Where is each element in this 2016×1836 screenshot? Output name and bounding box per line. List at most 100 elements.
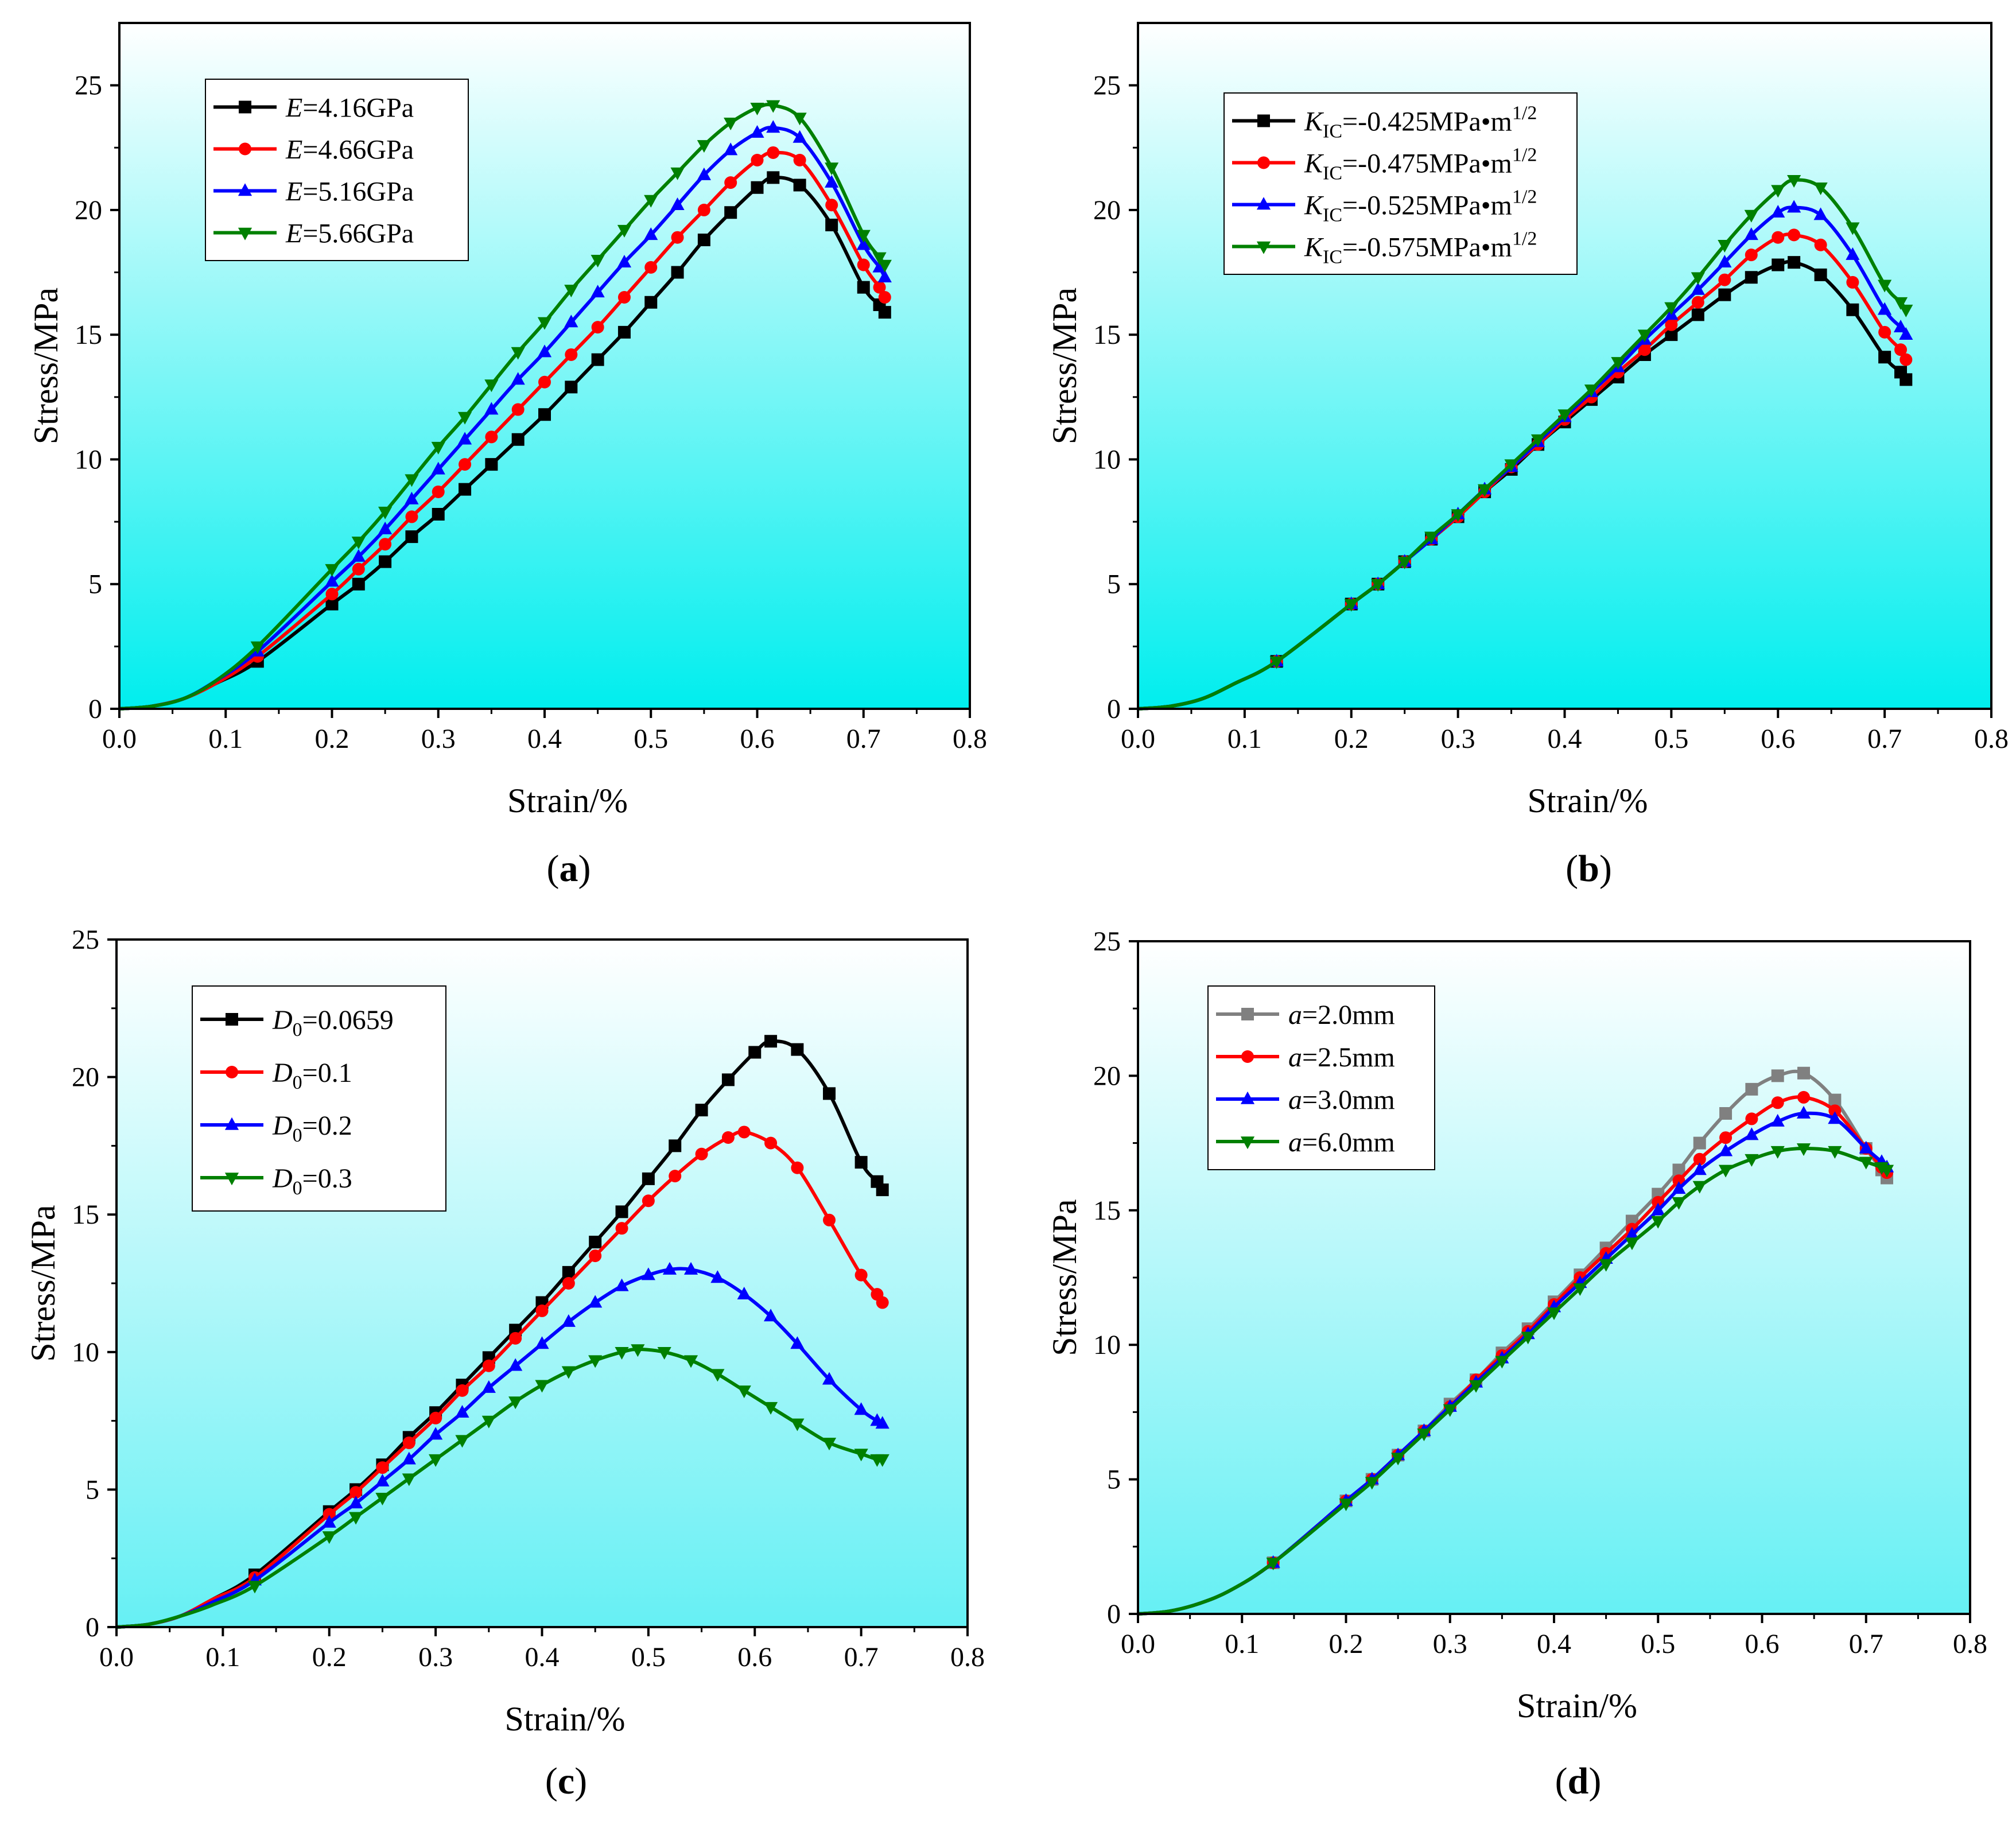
data-point: [823, 1213, 836, 1226]
legend-label-value: =3.0mm: [1302, 1085, 1395, 1115]
x-tick-label: 0.4: [1548, 724, 1582, 754]
series-line-4: [119, 103, 887, 711]
data-point: [1846, 303, 1859, 316]
data-point: [379, 555, 392, 568]
data-point: [250, 641, 265, 654]
data-point: [325, 564, 339, 577]
y-tick-label: 5: [88, 569, 102, 600]
chart-panel-b: 0.0 0.1 0.2 0.3 0.4 0.5 0.6 0.7 0.8 0 5 10 15 20 25 Str…: [1046, 22, 2009, 890]
y-tick-label: 10: [72, 1337, 99, 1368]
panel-label-open: (: [1555, 1760, 1568, 1802]
data-point: [325, 574, 339, 587]
data-point: [877, 259, 892, 273]
data-point: [670, 167, 685, 180]
data-point: [823, 1087, 836, 1100]
data-point: [459, 458, 472, 471]
data-point: [791, 1161, 804, 1174]
x-tick-label: 0.6: [737, 1642, 772, 1672]
data-point: [1879, 1165, 1894, 1178]
data-point: [876, 1183, 889, 1197]
data-point: [1495, 1356, 1509, 1369]
legend-item-1: E=4.16GPa: [213, 93, 414, 123]
data-point: [1599, 1259, 1613, 1272]
data-point: [1878, 280, 1892, 293]
x-tick-label: 0.6: [740, 724, 775, 754]
x-tick-label: 0.3: [1433, 1629, 1467, 1659]
series-line-4: [1137, 178, 1908, 711]
data-point: [352, 562, 365, 576]
y-tick-label: 0: [86, 1612, 99, 1643]
x-tick-label: 0.5: [1654, 724, 1688, 754]
data-point: [750, 125, 764, 138]
data-point: [764, 1136, 778, 1150]
x-tick-label: 0.8: [950, 1642, 985, 1672]
data-point: [481, 1415, 496, 1429]
data-point: [724, 118, 738, 131]
data-point: [1691, 282, 1705, 295]
data-point: [793, 112, 807, 126]
legend-label: KIC=-0.475MPa•m1/2: [1304, 145, 1537, 184]
legend-swatch-marker: [224, 1173, 239, 1186]
data-point: [1771, 185, 1785, 198]
data-point: [1787, 174, 1801, 188]
data-point: [1718, 288, 1731, 301]
data-point: [1813, 183, 1828, 195]
data-point: [1813, 207, 1828, 220]
data-point: [1651, 1202, 1665, 1216]
data-point: [697, 234, 710, 247]
legend-swatch-marker: [1241, 1008, 1254, 1020]
x-tick-label: 0.3: [418, 1642, 453, 1672]
data-point: [1846, 247, 1860, 260]
data-point: [1531, 434, 1545, 447]
y-axis-title: Stress/MPa: [1046, 1199, 1083, 1356]
legend-label-symbol: a: [1288, 1000, 1302, 1030]
legend-item-4: KIC=-0.575MPa•m1/2: [1232, 228, 1537, 268]
data-point: [669, 1139, 682, 1152]
data-point: [1664, 302, 1679, 315]
data-point: [857, 258, 870, 271]
legend-swatch-marker: [239, 142, 251, 156]
data-point: [562, 1277, 575, 1290]
data-point: [1787, 200, 1801, 213]
data-point: [697, 203, 710, 216]
data-point: [511, 433, 525, 446]
data-point: [791, 1043, 804, 1056]
data-point: [1693, 1152, 1706, 1166]
data-point: [1745, 249, 1758, 262]
data-point: [1878, 325, 1891, 339]
data-point: [670, 197, 685, 211]
data-point: [322, 1515, 336, 1528]
data-point: [1770, 1146, 1785, 1159]
data-point: [482, 1359, 495, 1372]
x-tick-label: 0.8: [1953, 1629, 1987, 1659]
data-point: [766, 120, 780, 133]
data-point: [511, 372, 525, 385]
data-point: [793, 154, 806, 166]
data-point: [1846, 222, 1860, 235]
data-point: [1672, 1197, 1686, 1210]
series-markers-2: [251, 146, 891, 663]
series-markers-3: [250, 120, 892, 657]
data-point: [379, 538, 392, 551]
legend-item-2: a=2.5mm: [1216, 1042, 1395, 1073]
data-point: [793, 130, 807, 143]
data-point: [875, 1416, 889, 1429]
data-point: [1771, 1069, 1784, 1082]
data-point: [325, 597, 339, 611]
legend-label: a=2.0mm: [1288, 1000, 1395, 1030]
data-point: [854, 1268, 868, 1282]
data-point: [1718, 1143, 1733, 1156]
legend: KIC=-0.425MPa•m1/2KIC=-0.475MPa•m1/2KIC=…: [1223, 92, 1578, 275]
y-tick-label: 25: [1093, 71, 1121, 101]
panel-label-close: ): [1588, 1760, 1601, 1802]
y-axis-title: Stress/MPa: [1046, 288, 1083, 444]
data-point: [508, 1396, 523, 1410]
data-point: [825, 199, 838, 212]
legend-swatch-marker: [239, 100, 251, 114]
data-point: [642, 1194, 655, 1208]
data-point: [591, 321, 604, 334]
panel-label-letter: b: [1578, 848, 1599, 890]
legend-label: KIC=-0.525MPa•m1/2: [1304, 187, 1537, 226]
y-tick-label: 10: [1093, 444, 1121, 475]
x-tick-label: 0.5: [631, 1642, 666, 1672]
